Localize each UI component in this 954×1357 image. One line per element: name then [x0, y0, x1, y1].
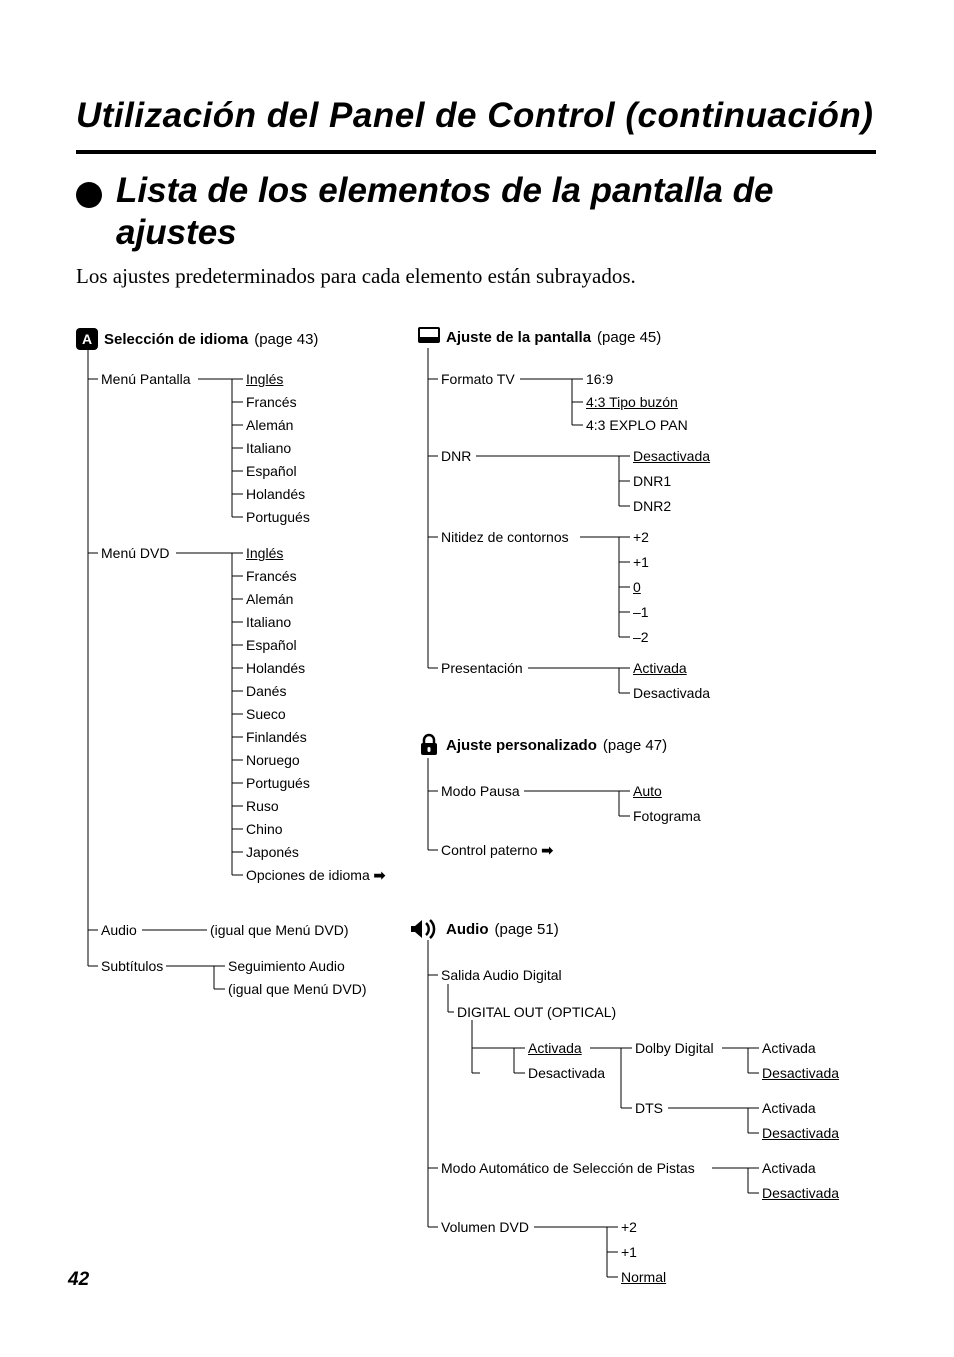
auto-opt-1: Desactivada: [762, 1185, 839, 1201]
audio-label: Audio: [101, 922, 137, 938]
nit-opt-4: –2: [633, 629, 649, 645]
horizontal-rule: [76, 150, 876, 154]
tv-opt-0: 16:9: [586, 371, 613, 387]
modo-auto-label: Modo Automático de Selección de Pistas: [441, 1160, 695, 1176]
lock-icon: [418, 734, 440, 756]
section-screen-title: Ajuste de la pantalla: [446, 329, 591, 346]
nitidez-label: Nitidez de contornos: [441, 529, 569, 545]
auto-opt-0: Activada: [762, 1160, 816, 1176]
section-custom: Ajuste personalizado (page 47): [418, 734, 667, 756]
dnr-opt-0: Desactivada: [633, 448, 710, 464]
pausa-opt-0: Auto: [633, 783, 662, 799]
nit-opt-2: 0: [633, 579, 641, 595]
section-audio-page: (page 51): [495, 921, 559, 938]
seguimiento-label: Seguimiento Audio: [228, 958, 345, 974]
lang-dvd-9: Noruego: [246, 752, 300, 768]
salida-label: Salida Audio Digital: [441, 967, 562, 983]
dts-opt-1: Desactivada: [762, 1125, 839, 1141]
lang-pantalla-0: Inglés: [246, 371, 283, 387]
intro-text: Los ajustes predeterminados para cada el…: [76, 264, 636, 289]
dolby-opt-0: Activada: [762, 1040, 816, 1056]
lang-pantalla-5: Holandés: [246, 486, 305, 502]
screen-icon: [418, 326, 440, 348]
subtitulos-label: Subtítulos: [101, 958, 163, 974]
dnr-opt-1: DNR1: [633, 473, 671, 489]
opciones-idioma-label: Opciones de idioma ➡: [246, 867, 385, 884]
vol-opt-2: Normal: [621, 1269, 666, 1285]
menu-pantalla-label: Menú Pantalla: [101, 371, 191, 387]
page-number: 42: [68, 1269, 89, 1291]
lang-dvd-2: Alemán: [246, 591, 293, 607]
section-custom-page: (page 47): [603, 737, 667, 754]
do-opt-0: Activada: [528, 1040, 582, 1056]
lang-pantalla-3: Italiano: [246, 440, 291, 456]
igual-dvd-label: (igual que Menú DVD): [228, 981, 367, 997]
section-language: A Selección de idioma (page 43): [76, 328, 318, 350]
do-opt-1: Desactivada: [528, 1065, 605, 1081]
pres-opt-0: Activada: [633, 660, 687, 676]
lang-dvd-5: Holandés: [246, 660, 305, 676]
lang-dvd-0: Inglés: [246, 545, 283, 561]
bullet-icon: [76, 182, 102, 208]
presentacion-label: Presentación: [441, 660, 523, 676]
arrow-icon: ➡: [541, 842, 553, 858]
subtitle: Lista de los elementos de la pantalla de…: [116, 170, 876, 254]
section-language-page: (page 43): [254, 331, 318, 348]
dolby-opt-1: Desactivada: [762, 1065, 839, 1081]
pres-opt-1: Desactivada: [633, 685, 710, 701]
dnr-opt-2: DNR2: [633, 498, 671, 514]
volumen-label: Volumen DVD: [441, 1219, 529, 1235]
lang-dvd-6: Danés: [246, 683, 286, 699]
lang-dvd-11: Ruso: [246, 798, 279, 814]
lang-pantalla-6: Portugués: [246, 509, 310, 525]
vol-opt-1: +1: [621, 1244, 637, 1260]
nit-opt-0: +2: [633, 529, 649, 545]
vol-opt-0: +2: [621, 1219, 637, 1235]
formato-tv-label: Formato TV: [441, 371, 515, 387]
lang-dvd-3: Italiano: [246, 614, 291, 630]
lang-dvd-10: Portugués: [246, 775, 310, 791]
speaker-icon: [410, 918, 440, 940]
tv-opt-1: 4:3 Tipo buzón: [586, 394, 678, 410]
section-audio: Audio (page 51): [410, 918, 559, 940]
arrow-icon: ➡: [374, 867, 386, 883]
section-audio-title: Audio: [446, 921, 489, 938]
dolby-label: Dolby Digital: [635, 1040, 714, 1056]
audio-same-label: (igual que Menú DVD): [210, 922, 349, 938]
modo-pausa-label: Modo Pausa: [441, 783, 520, 799]
tv-opt-2: 4:3 EXPLO PAN: [586, 417, 688, 433]
nit-opt-1: +1: [633, 554, 649, 570]
lang-dvd-13: Japonés: [246, 844, 299, 860]
lang-dvd-12: Chino: [246, 821, 283, 837]
dts-opt-0: Activada: [762, 1100, 816, 1116]
svg-text:A: A: [82, 331, 92, 347]
lang-dvd-4: Español: [246, 637, 297, 653]
lang-dvd-1: Francés: [246, 568, 297, 584]
digital-out-label: DIGITAL OUT (OPTICAL): [457, 1004, 616, 1020]
section-language-title: Selección de idioma: [104, 331, 248, 348]
nit-opt-3: –1: [633, 604, 649, 620]
section-screen-page: (page 45): [597, 329, 661, 346]
section-custom-title: Ajuste personalizado: [446, 737, 597, 754]
section-screen: Ajuste de la pantalla (page 45): [418, 326, 661, 348]
pausa-opt-1: Fotograma: [633, 808, 701, 824]
lang-pantalla-1: Francés: [246, 394, 297, 410]
lang-dvd-7: Sueco: [246, 706, 286, 722]
lang-dvd-8: Finlandés: [246, 729, 307, 745]
menu-dvd-label: Menú DVD: [101, 545, 169, 561]
lang-pantalla-4: Español: [246, 463, 297, 479]
letter-a-icon: A: [76, 328, 98, 350]
dnr-label: DNR: [441, 448, 471, 464]
page-title: Utilización del Panel de Control (contin…: [76, 96, 873, 136]
dts-label: DTS: [635, 1100, 663, 1116]
lang-pantalla-2: Alemán: [246, 417, 293, 433]
control-paterno-label: Control paterno ➡: [441, 842, 553, 859]
